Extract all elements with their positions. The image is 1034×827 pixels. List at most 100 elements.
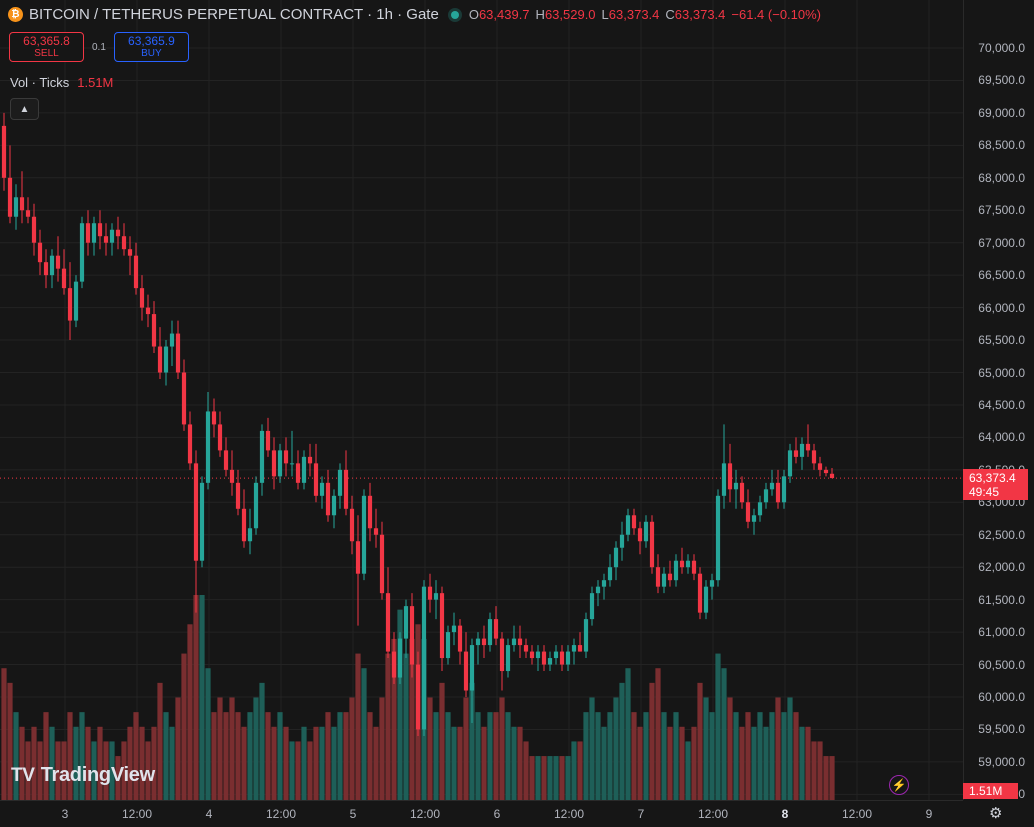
candle-body	[751, 515, 757, 522]
y-tick-label: 65,000.0	[978, 365, 1025, 380]
market-open-icon	[450, 10, 459, 19]
volume-bar	[511, 726, 517, 800]
volume-bar	[733, 712, 739, 800]
volume-bar	[67, 712, 73, 800]
candle-body	[187, 424, 193, 464]
candle-body	[367, 495, 373, 529]
volume-bar	[535, 756, 541, 800]
x-tick-label: 7	[637, 807, 645, 821]
volume-bar	[439, 682, 445, 800]
candle-body	[691, 560, 697, 574]
volume-bar	[13, 712, 19, 800]
candle-body	[805, 443, 811, 451]
candle-body	[163, 346, 169, 373]
candle-body	[157, 346, 163, 373]
volume-bar	[745, 712, 751, 800]
volume-bar	[703, 697, 709, 800]
volume-bar	[91, 741, 97, 800]
volume-bar	[655, 668, 661, 800]
candle-body	[535, 651, 541, 659]
candle-body	[745, 502, 751, 522]
volume-bar	[577, 741, 583, 800]
volume-bar	[247, 712, 253, 800]
candle-body	[337, 469, 343, 496]
buy-button[interactable]: 63,365.9 BUY	[113, 32, 189, 62]
volume-bar	[223, 712, 229, 800]
volume-bar	[379, 697, 385, 800]
gear-icon[interactable]: ⚙	[989, 805, 1003, 822]
time-axis[interactable]: 3 12:00 4 12:00 5 12:00 6 12:00 7 12:00 8 12:00 9	[0, 800, 963, 827]
volume-bar	[757, 712, 763, 800]
volume-bar	[133, 712, 139, 800]
volume-bar	[469, 682, 475, 800]
volume-bar	[115, 756, 121, 800]
candle-body	[211, 411, 217, 425]
candle-body	[787, 450, 793, 477]
candle-body	[13, 197, 19, 217]
y-tick-label: 62,500.0	[978, 527, 1025, 542]
candle-body	[649, 521, 655, 568]
candle-body	[55, 255, 61, 269]
volume-bar	[481, 726, 487, 800]
volume-bar	[175, 697, 181, 800]
candle-body	[307, 456, 313, 464]
price-chart[interactable]	[0, 0, 963, 800]
volume-legend[interactable]: Vol · Ticks 1.51M	[10, 75, 113, 90]
volume-bar	[571, 741, 577, 800]
volume-bar	[727, 697, 733, 800]
collapse-chevron-up-icon[interactable]: ▲	[10, 98, 39, 120]
volume-bar	[625, 668, 631, 800]
candle-body	[325, 482, 331, 516]
candle-body	[235, 482, 241, 509]
volume-legend-label: Vol · Ticks	[10, 75, 70, 90]
candle-body	[253, 482, 259, 529]
tradingview-logo[interactable]: TV TradingView	[11, 764, 155, 787]
candle-body	[283, 450, 289, 464]
volume-bar	[295, 741, 301, 800]
sell-button[interactable]: 63,365.8 SELL	[9, 32, 84, 62]
volume-bar	[157, 682, 163, 800]
candle-body	[601, 580, 607, 587]
volume-bar	[73, 726, 79, 800]
volume-bar	[169, 726, 175, 800]
candle-body	[553, 651, 559, 659]
volume-bar	[667, 726, 673, 800]
volume-bar	[187, 624, 193, 800]
volume-bar	[385, 653, 391, 800]
candle-body	[61, 268, 67, 289]
y-tick-label: 69,000.0	[978, 105, 1025, 120]
candle-body	[385, 593, 391, 652]
candle-body	[517, 638, 523, 646]
volume-bar	[673, 712, 679, 800]
x-tick-label: 8	[781, 807, 789, 821]
candle-body	[475, 638, 481, 646]
candle-body	[529, 651, 535, 659]
volume-bar	[787, 697, 793, 800]
volume-bar	[487, 712, 493, 800]
volume-bar	[25, 741, 31, 800]
candle-body	[373, 528, 379, 535]
candle-body	[31, 216, 37, 243]
symbol-title[interactable]: BITCOIN / TETHERUS PERPETUAL CONTRACT · …	[29, 6, 439, 23]
volume-bar	[301, 726, 307, 800]
candle-body	[313, 463, 319, 496]
y-tick-label: 59,500.0	[978, 722, 1025, 737]
volume-bar	[799, 726, 805, 800]
volume-bar	[49, 726, 55, 800]
volume-bar	[751, 726, 757, 800]
lightning-icon[interactable]: ⚡	[889, 775, 909, 795]
price-axis[interactable]: 70,000.0 69,500.0 69,000.0 68,500.0 68,000.0…	[963, 0, 1034, 801]
candle-body	[91, 223, 97, 243]
candle-body	[85, 223, 91, 243]
volume-bar	[661, 712, 667, 800]
candle-body	[271, 450, 277, 477]
candle-body	[349, 508, 355, 542]
x-tick-label: 12:00	[409, 807, 441, 821]
candle-body	[679, 560, 685, 568]
candle-body	[571, 645, 577, 652]
candle-body	[595, 586, 601, 594]
sell-label: SELL	[34, 48, 59, 59]
bitcoin-icon: ₿	[8, 7, 23, 22]
volume-bar	[109, 741, 115, 800]
volume-bar	[337, 712, 343, 800]
